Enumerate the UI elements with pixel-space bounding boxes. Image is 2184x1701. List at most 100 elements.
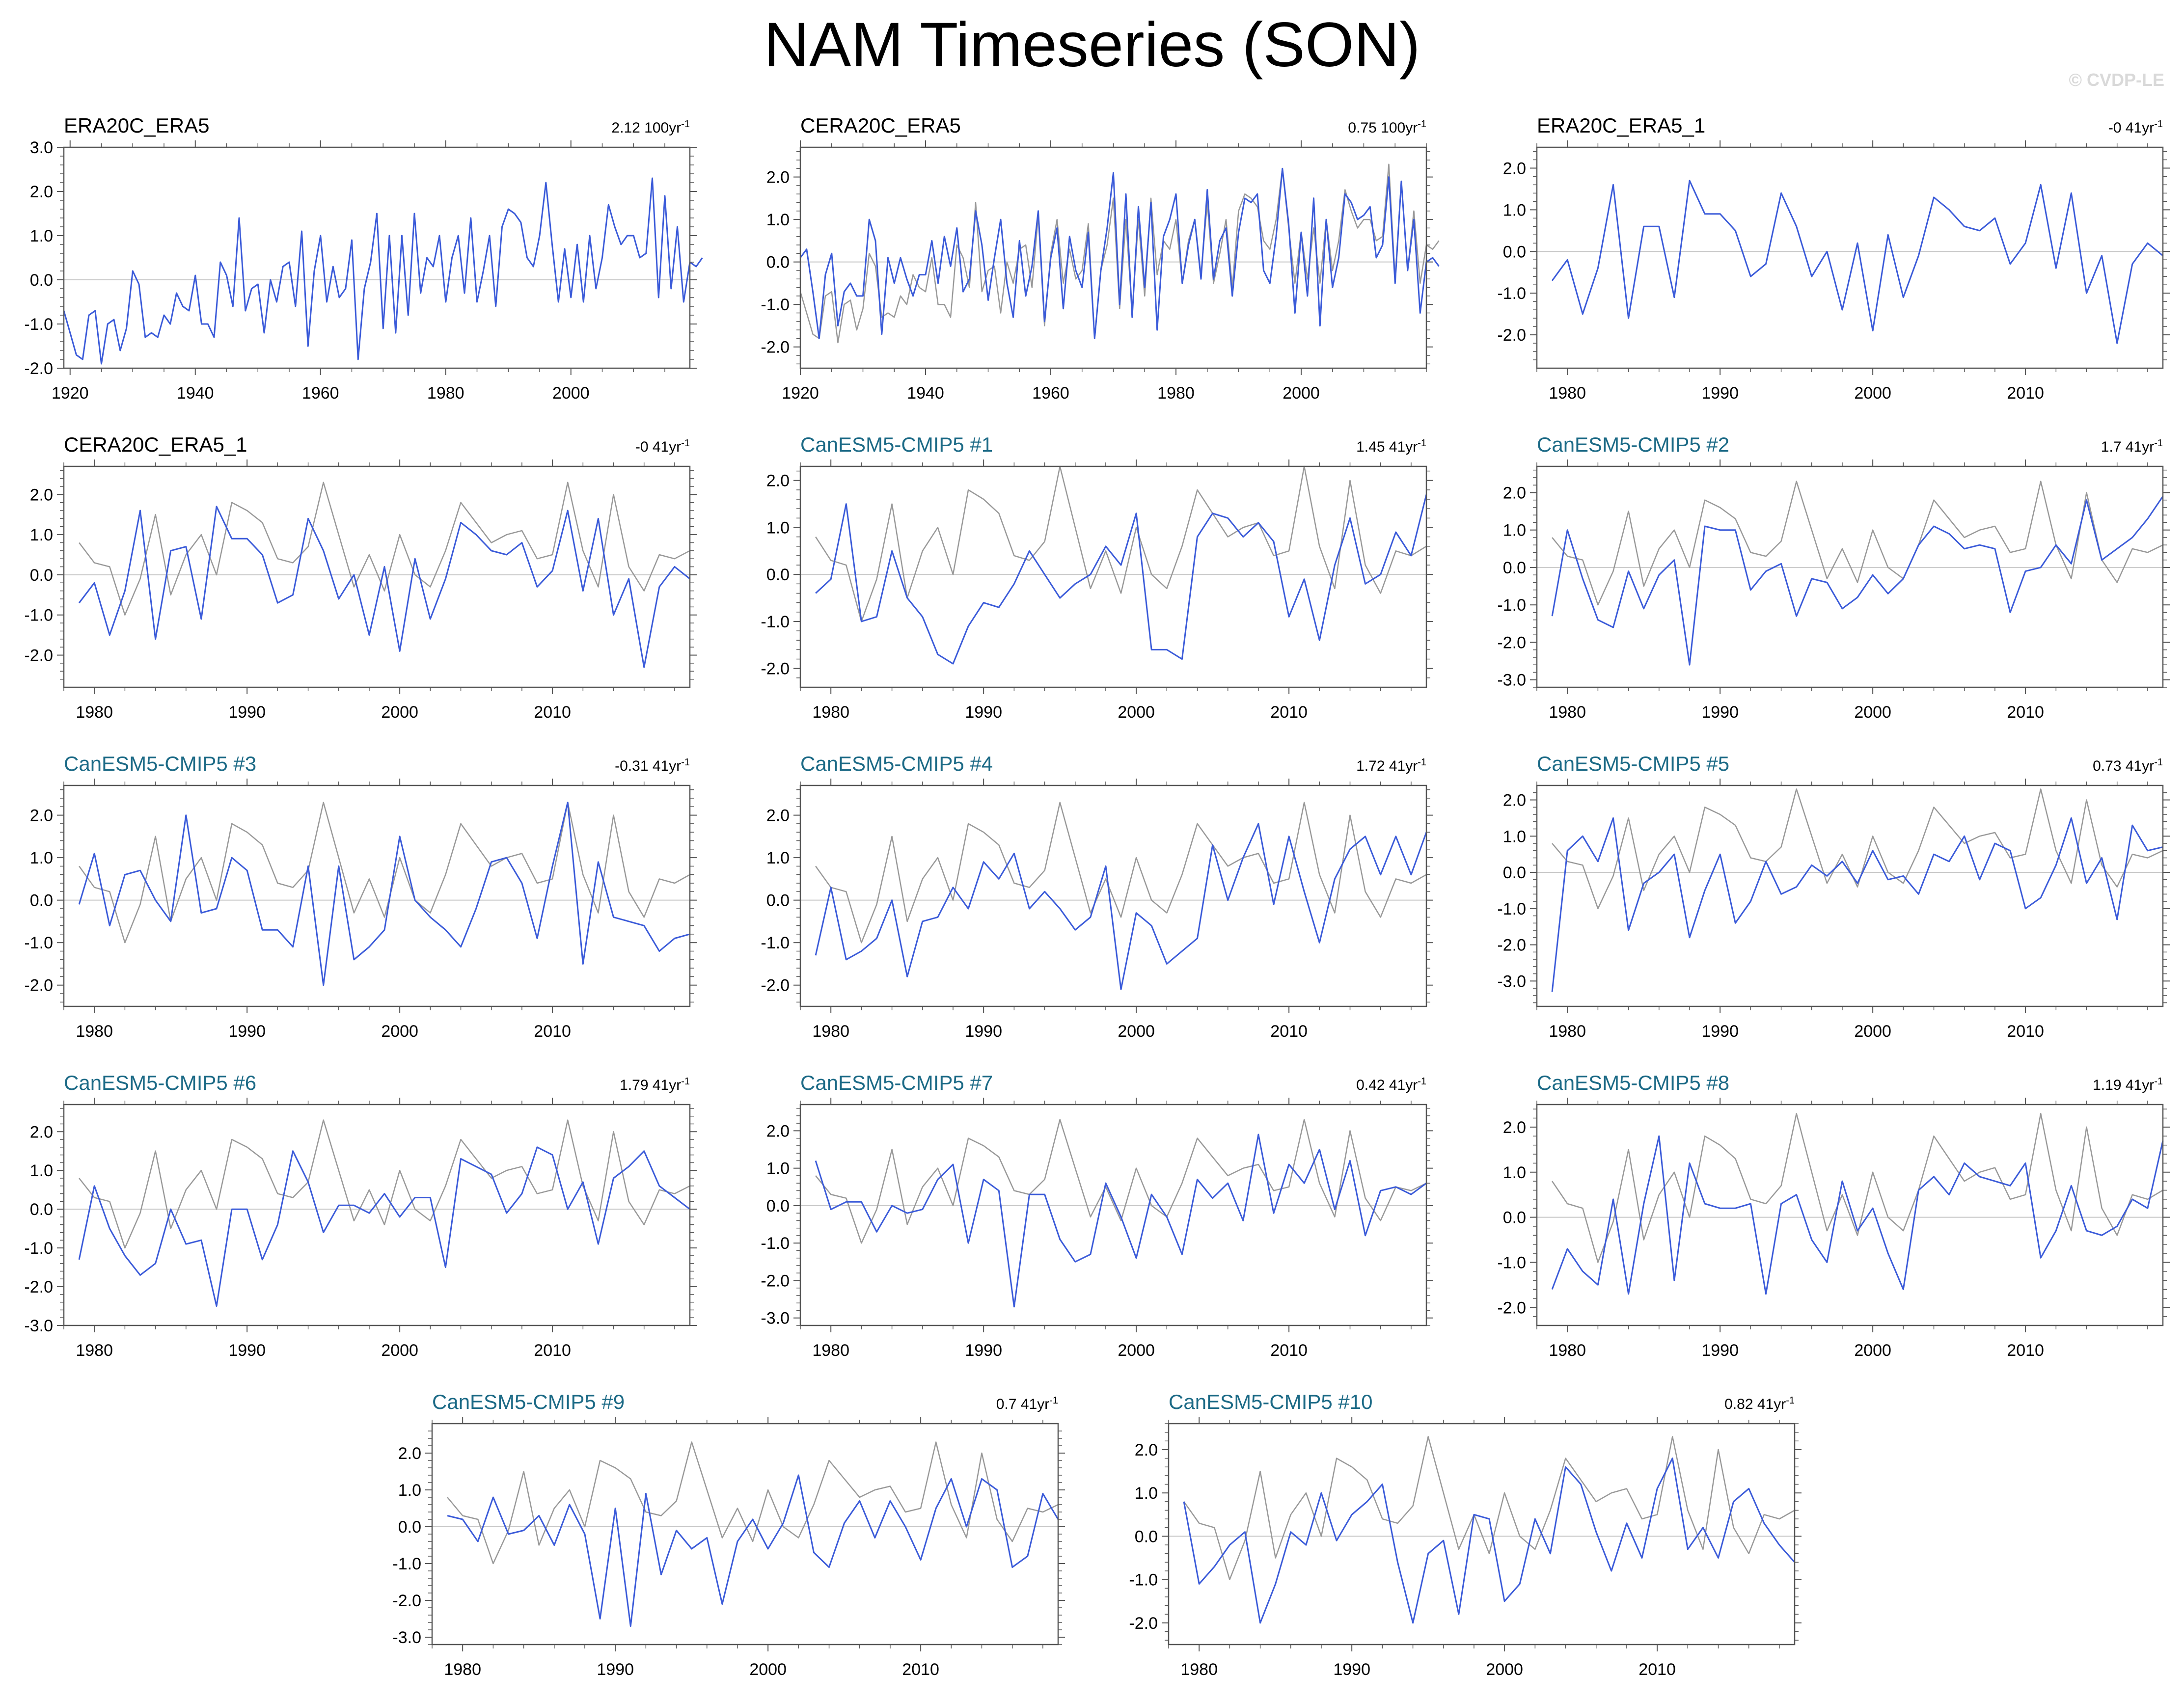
plot-frame xyxy=(799,465,1427,688)
y-tick-label: -1.0 xyxy=(761,1234,790,1253)
y-tick-label: 1.0 xyxy=(1503,1163,1526,1182)
x-tick-label: 2010 xyxy=(2007,1341,2044,1360)
trend-label: -0 41yr-1 xyxy=(2108,119,2163,136)
y-tick-label: -1.0 xyxy=(24,315,53,334)
x-tick-label: 1990 xyxy=(1333,1660,1370,1679)
panel-mem9: CanESM5-CMIP5 #9 0.7 41yr-1 2.0 1.0 0.0 -1.0 -… xyxy=(392,1384,1078,1689)
x-tick-label: 1980 xyxy=(1549,1022,1586,1041)
x-tick-label: 1990 xyxy=(965,703,1002,722)
series-line-obs xyxy=(1552,1113,2163,1263)
trend-label: 1.7 41yr-1 xyxy=(2101,438,2163,455)
y-tick-label: 0.0 xyxy=(30,891,53,910)
y-tick-label: -2.0 xyxy=(1497,633,1526,652)
panel-title: CanESM5-CMIP5 #5 xyxy=(1537,752,1730,775)
x-tick-label: 1980 xyxy=(812,703,849,722)
x-tick-label: 2000 xyxy=(749,1660,787,1679)
series-line-obs xyxy=(447,1441,1059,1565)
y-tick-label: -1.0 xyxy=(24,1239,53,1258)
y-tick-label: 1.0 xyxy=(398,1481,421,1500)
panel-title: ERA20C_ERA5 xyxy=(64,114,210,137)
series-line-obs xyxy=(79,1119,690,1249)
panel-era20c_era5: ERA20C_ERA5 2.12 100yr-1 3.0 2.0 1.0 0.0 -1.0 -… xyxy=(24,108,710,412)
x-tick-label: 1990 xyxy=(965,1022,1002,1041)
x-tick-label: 2000 xyxy=(1854,703,1891,722)
panel-mem5: CanESM5-CMIP5 #5 0.73 41yr-1 2.0 1.0 0.0 -1.0… xyxy=(1497,746,2183,1051)
x-tick-label: 2010 xyxy=(534,1022,571,1041)
y-tick-label: -1.0 xyxy=(1497,284,1526,303)
y-tick-label: 0.0 xyxy=(30,271,53,290)
x-tick-label: 2010 xyxy=(2007,703,2044,722)
x-tick-label: 1940 xyxy=(907,384,944,403)
watermark: © CVDP-LE xyxy=(2069,70,2164,90)
series-line-obs xyxy=(815,465,1427,622)
plot-frame xyxy=(63,1104,691,1326)
chart-era20c_era5_1: 2.0 1.0 0.0 -1.0 -2.0 1980 1990 2000 2010 xyxy=(1497,140,2170,403)
y-tick-label: -1.0 xyxy=(761,296,790,314)
x-tick-label: 2000 xyxy=(1486,1660,1523,1679)
x-tick-label: 2000 xyxy=(1118,703,1155,722)
y-tick-label: -3.0 xyxy=(1497,972,1526,991)
x-tick-label: 2000 xyxy=(1118,1022,1155,1041)
y-tick-label: 2.0 xyxy=(1503,159,1526,178)
trend-label: 1.72 41yr-1 xyxy=(1356,757,1426,774)
y-tick-label: 0.0 xyxy=(766,891,790,910)
x-tick-label: 2000 xyxy=(1854,1022,1891,1041)
y-tick-label: 1.0 xyxy=(766,849,790,867)
y-tick-label: 0.0 xyxy=(398,1518,421,1537)
plot-frame xyxy=(799,1104,1427,1326)
y-tick-label: -2.0 xyxy=(24,647,53,665)
chart-mem3: 2.0 1.0 0.0 -1.0 -2.0 1980 1990 2000 2010 xyxy=(24,779,697,1041)
panel-title: CanESM5-CMIP5 #3 xyxy=(64,752,257,775)
panel-cera20c_era5: CERA20C_ERA5 0.75 100yr-1 2.0 1.0 0.0 -1.0 -2.… xyxy=(761,108,1446,412)
y-tick-label: 0.0 xyxy=(766,253,790,272)
chart-mem6: 2.0 1.0 0.0 -1.0 -2.0 -3.0 1980 1990 2000 2010 xyxy=(24,1098,697,1360)
x-tick-label: 1980 xyxy=(1549,384,1586,403)
series-line-model xyxy=(78,506,690,668)
y-tick-label: -2.0 xyxy=(761,660,790,678)
trend-label: 0.82 41yr-1 xyxy=(1724,1395,1795,1412)
panel-title: CanESM5-CMIP5 #8 xyxy=(1537,1071,1730,1094)
panel-cera20c_era5_1: CERA20C_ERA5_1 -0 41yr-1 2.0 1.0 0.0 -1.0 -2.0… xyxy=(24,427,710,731)
y-tick-label: -3.0 xyxy=(1497,671,1526,690)
y-tick-label: 2.0 xyxy=(398,1444,421,1463)
y-tick-label: -2.0 xyxy=(761,338,790,357)
series-line-model xyxy=(1183,1458,1796,1624)
panel-title: CanESM5-CMIP5 #4 xyxy=(800,752,993,775)
y-tick-label: -2.0 xyxy=(24,976,53,995)
chart-cera20c_era5: 2.0 1.0 0.0 -1.0 -2.0 1920 1940 1960 1980 2000 xyxy=(761,140,1440,403)
y-tick-label: 1.0 xyxy=(766,211,790,229)
x-tick-label: 1980 xyxy=(76,1341,113,1360)
series-line-model xyxy=(78,1146,690,1307)
y-tick-label: 0.0 xyxy=(1503,1209,1526,1227)
chart-cera20c_era5_1: 2.0 1.0 0.0 -1.0 -2.0 1980 1990 2000 2010 xyxy=(24,459,697,722)
x-tick-label: 2010 xyxy=(534,703,571,722)
plot-frame xyxy=(63,465,691,688)
x-tick-label: 2010 xyxy=(534,1341,571,1360)
trend-label: -0.31 41yr-1 xyxy=(615,757,690,774)
series-line-model xyxy=(815,1134,1427,1308)
y-tick-label: 1.0 xyxy=(1503,521,1526,540)
chart-mem1: 2.0 1.0 0.0 -1.0 -2.0 1980 1990 2000 2010 xyxy=(761,459,1433,722)
y-tick-label: 2.0 xyxy=(1135,1441,1158,1459)
plot-frame xyxy=(63,146,691,369)
y-tick-label: 1.0 xyxy=(30,849,53,867)
chart-mem2: 2.0 1.0 0.0 -1.0 -2.0 -3.0 1980 1990 2000 2010 xyxy=(1497,459,2170,722)
x-tick-label: 1990 xyxy=(228,703,266,722)
x-tick-label: 1980 xyxy=(812,1341,849,1360)
y-tick-label: -3.0 xyxy=(761,1309,790,1328)
x-tick-label: 1990 xyxy=(1701,384,1739,403)
series-line-obs xyxy=(1552,481,2163,606)
y-tick-label: 0.0 xyxy=(1503,243,1526,261)
x-tick-label: 2000 xyxy=(1854,1341,1891,1360)
y-tick-label: -3.0 xyxy=(392,1628,421,1647)
y-tick-label: 0.0 xyxy=(1135,1527,1158,1546)
x-tick-label: 1980 xyxy=(1549,1341,1586,1360)
chart-mem9: 2.0 1.0 0.0 -1.0 -2.0 -3.0 1980 1990 2000 2010 xyxy=(392,1417,1065,1679)
x-tick-label: 2000 xyxy=(381,1341,418,1360)
x-tick-label: 1990 xyxy=(1701,703,1739,722)
panel-mem1: CanESM5-CMIP5 #1 1.45 41yr-1 2.0 1.0 0.0 -1.0… xyxy=(761,427,1446,731)
panel-title: ERA20C_ERA5_1 xyxy=(1537,114,1706,137)
panel-title: CanESM5-CMIP5 #6 xyxy=(64,1071,257,1094)
trend-label: 1.45 41yr-1 xyxy=(1356,438,1426,455)
y-tick-label: -1.0 xyxy=(1129,1571,1158,1590)
